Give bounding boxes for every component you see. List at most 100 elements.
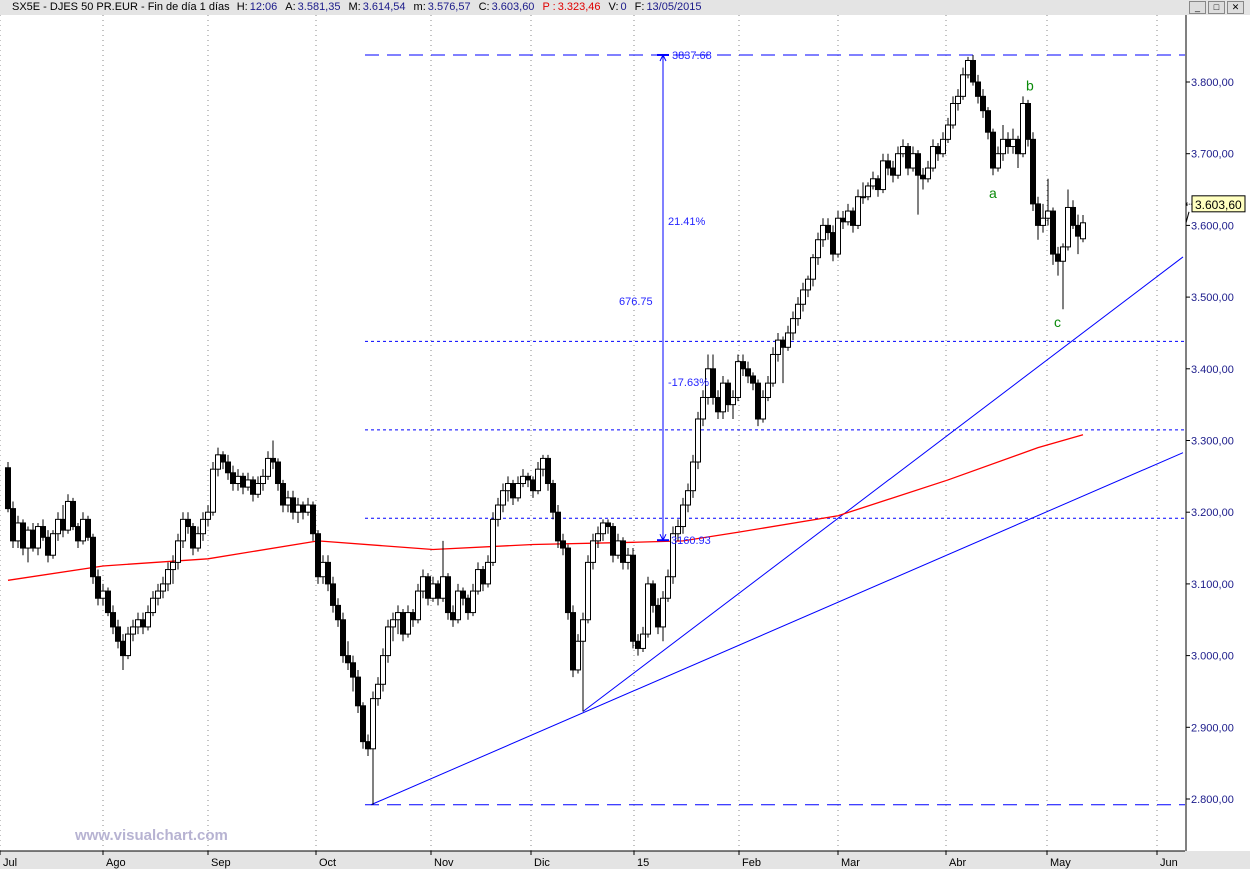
candle-body [150,597,156,614]
candle-body [625,554,631,563]
quote-field-label: M: [348,1,361,13]
x-tick-label: Ago [106,857,126,869]
x-tick-label: Sep [211,857,231,869]
candle-body [305,504,311,513]
candle-body [585,561,591,621]
measure-pct-up: 21.41% [668,216,706,228]
candle-body [1035,203,1041,226]
candle-body [345,655,351,664]
candle-body [60,518,66,531]
candle-body [725,382,731,406]
wave-label: c [1054,314,1061,330]
quote-field: H: 12:06 [237,1,282,13]
candle-body [670,533,676,578]
candle-body [720,382,726,413]
time-axis-band [0,851,1250,869]
candle-body [40,526,46,538]
y-tick-label: 3.000,00 [1191,651,1234,663]
candle-body [635,640,641,649]
candle-body [325,561,331,585]
candle-body [760,396,766,420]
candle-body [825,224,831,234]
candle-body [255,483,261,495]
candle-body [735,361,741,398]
candle-body [330,583,336,606]
candle-body [20,522,26,549]
wave-labels: a b c [989,78,1061,331]
candle-body [275,461,281,485]
arrow-up-icon [659,53,667,62]
instrument-title: SX5E - DJES 50 PR.EUR - Fin de día 1 día… [12,1,230,13]
candle-body [300,504,306,513]
candle-body [750,375,756,384]
candle-body [85,518,91,538]
close-icon[interactable]: ✕ [1227,1,1244,14]
candle-body [645,583,651,635]
candle-body [25,529,31,549]
candle-body [575,640,581,671]
candle-body [610,526,616,556]
candle-body [675,526,681,535]
measure-pct-down: -17.63% [668,377,709,389]
candle-body [270,457,276,463]
x-tick-label: Nov [434,857,454,869]
candle-body [730,396,736,406]
candle-body [535,468,541,492]
candle-body [600,522,606,535]
candle-body [840,217,846,223]
quote-field-value: 3.603,60 [491,1,535,13]
candle-body [630,554,636,642]
candle-body [890,167,896,176]
x-tick-label: Jul [3,857,17,869]
candle-body [415,590,421,621]
candle-body [70,500,76,528]
candle-body [380,655,386,685]
minimize-icon[interactable]: _ [1189,1,1206,14]
candle-body [390,619,396,628]
candle-body [880,160,886,191]
candle-body [900,146,906,155]
candle-body [285,497,291,506]
candle-body [1040,217,1046,226]
candle-body [260,475,266,485]
candle-body [800,289,806,305]
candle-body [1010,138,1016,148]
candle-body [90,536,96,578]
candle-body [1015,138,1021,155]
y-tick-label: 3.700,00 [1191,149,1234,161]
candle-body [685,490,691,506]
candle-body [650,583,656,606]
maximize-icon[interactable]: □ [1208,1,1225,14]
candle-body [970,59,976,83]
trendlines [370,256,1184,806]
candle-body [905,146,911,169]
candle-body [805,278,811,291]
x-tick-label: Oct [319,857,336,869]
candle-body [95,576,101,599]
wave-label: a [989,185,997,201]
candle-body [360,705,366,743]
candle-body [530,479,536,492]
candle-body [30,529,36,549]
candle-body [620,540,626,563]
measure-bottom-label: 3160.93 [671,535,711,547]
candle-body [580,619,586,642]
candle-body [120,640,126,657]
candle-body [290,497,296,513]
candle-body [510,483,516,499]
candle-body [695,418,701,463]
quote-field-label: C: [478,1,490,13]
price-axis-band [1185,15,1250,851]
candle-body [45,536,51,556]
candle-body [1070,206,1076,226]
candle-body [495,504,501,520]
candle-body [320,561,326,578]
candle-body [145,612,151,628]
candle-body [370,698,376,750]
y-tick-label: 3.200,00 [1191,507,1234,519]
quote-field-value: 13/05/2015 [646,1,702,13]
candle-body [835,217,841,255]
quote-field-value: 0 [620,1,627,13]
candle-body [560,540,566,549]
